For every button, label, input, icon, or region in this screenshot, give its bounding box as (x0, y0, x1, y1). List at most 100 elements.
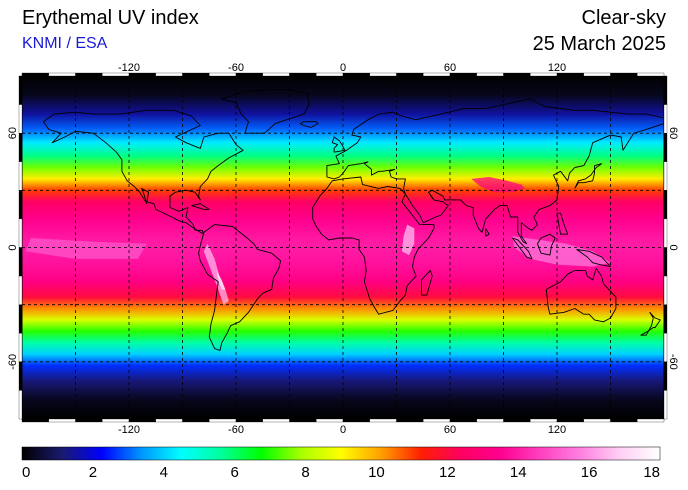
source-credit: KNMI / ESA (22, 35, 108, 52)
colorbar-tick-label: 10 (368, 464, 385, 481)
tibet-hotspot (471, 177, 525, 193)
british-isles-coast (331, 136, 346, 153)
uv-map-area (18, 72, 668, 423)
frame-segment-bottom (503, 418, 531, 423)
arabia-inner-coast (428, 191, 435, 201)
lon-tick-label-bottom: 60 (444, 424, 456, 436)
lon-tick-label-top: -60 (228, 62, 244, 74)
madagascar-coast (421, 269, 433, 296)
frame-segment-bottom (155, 418, 183, 423)
lon-tick-label-bottom: -60 (228, 424, 244, 436)
lat-tick-label-right: 60 (667, 127, 679, 139)
frame-segment-bottom (476, 418, 504, 423)
graticule (22, 76, 664, 419)
frame-segment-top (75, 72, 103, 77)
frame-segment-right (663, 133, 668, 162)
colorbar-tick-label: 4 (160, 464, 168, 481)
lon-tick-label-top: 0 (340, 62, 346, 74)
colorbar-labels: 0 2 4 6 8 10 12 14 16 18 (22, 464, 660, 481)
frame-segment-bottom (128, 418, 156, 423)
axis-labels: -120 -120 -60 -60 0 0 60 60 120 120 60 60 0 0 -60 -60 (7, 62, 679, 436)
lon-tick-label-bottom: 0 (340, 424, 346, 436)
philippines-coast (556, 212, 569, 235)
colorbar-tick-label: 14 (510, 464, 527, 481)
lon-tick-label-top: 60 (444, 62, 456, 74)
frame-segment-top (155, 72, 183, 77)
frame-segment-left (18, 161, 23, 191)
borneo-coast (536, 233, 556, 256)
frame-segment-bottom (423, 418, 451, 423)
greenland-coast (221, 88, 310, 134)
frame-segment-right (663, 361, 668, 391)
colorbar-tick-label: 2 (89, 464, 97, 481)
frame-segment-left (18, 361, 23, 391)
frame-segment-top (289, 72, 317, 77)
map-title: Erythemal UV index (22, 7, 199, 29)
colorbar-tick-label: 16 (581, 464, 598, 481)
japan-coast (574, 163, 603, 189)
frame-segment-bottom (316, 418, 344, 423)
frame-segment-bottom (209, 418, 237, 423)
cuba-coast (191, 203, 210, 210)
lon-tick-label-top: -120 (118, 62, 140, 74)
colorbar-tick-label: 12 (439, 464, 456, 481)
frame-segment-bottom (583, 418, 611, 423)
africa-coast (312, 176, 435, 315)
east-africa-hotspot (401, 224, 415, 256)
frame-segment-top (396, 72, 424, 77)
frame-segment-bottom (556, 418, 584, 423)
frame-segment-right (663, 218, 668, 248)
frame-segment-left (18, 390, 23, 420)
frame-segment-top (21, 72, 49, 77)
frame-segment-top (342, 72, 370, 77)
colorbar-tick-label: 8 (301, 464, 309, 481)
frame-segment-right (663, 333, 668, 362)
sky-condition: Clear-sky (581, 7, 666, 29)
frame-segment-top (583, 72, 611, 77)
frame-segment-bottom (182, 418, 210, 423)
colorbar-tick-label: 0 (22, 464, 30, 481)
frame-segment-bottom (262, 418, 290, 423)
australia-coast (545, 268, 617, 323)
frame-segment-bottom (235, 418, 263, 423)
andes-hotspot (203, 243, 229, 305)
frame-segment-bottom (21, 418, 49, 423)
lat-tick-label-right: 0 (667, 244, 679, 250)
frame-segment-left (18, 104, 23, 134)
frame-segment-bottom (637, 418, 665, 423)
frame-segment-bottom (396, 418, 424, 423)
sumatra-coast (512, 237, 533, 260)
frame-segment-top (610, 72, 638, 77)
frame-segment-right (663, 190, 668, 220)
new-zealand-coast (640, 311, 661, 336)
frame-segment-bottom (369, 418, 397, 423)
pacific-hotspot (25, 238, 147, 259)
frame-segment-right (663, 304, 668, 334)
frame-segment-top (48, 72, 76, 77)
frame-segment-right (663, 390, 668, 420)
frame-segment-right (663, 161, 668, 191)
frame-segment-right (663, 275, 668, 305)
iceland-coast (299, 121, 319, 128)
frame-segment-bottom (449, 418, 477, 423)
lon-tick-label-top: 120 (548, 62, 566, 74)
frame-segment-bottom (289, 418, 317, 423)
map-date: 25 March 2025 (532, 33, 666, 55)
frame-segment-left (18, 333, 23, 362)
frame-segment-left (18, 133, 23, 162)
colorbar-tick-label: 18 (643, 464, 660, 481)
lat-tick-label-left: -60 (7, 354, 19, 370)
uv-hotspots (25, 177, 611, 305)
frame-segment-top (262, 72, 290, 77)
frame-segment-right (663, 75, 668, 105)
frame-segment-top (182, 72, 210, 77)
frame-segment-right (663, 104, 668, 134)
eurasia-coast (326, 98, 664, 245)
frame-segment-left (18, 275, 23, 305)
colorbar: 0 2 4 6 8 10 12 14 16 18 (21, 446, 661, 481)
frame-segment-top (369, 72, 397, 77)
andes-peak (216, 270, 226, 290)
frame-segment-top (476, 72, 504, 77)
frame-segment-left (18, 218, 23, 248)
